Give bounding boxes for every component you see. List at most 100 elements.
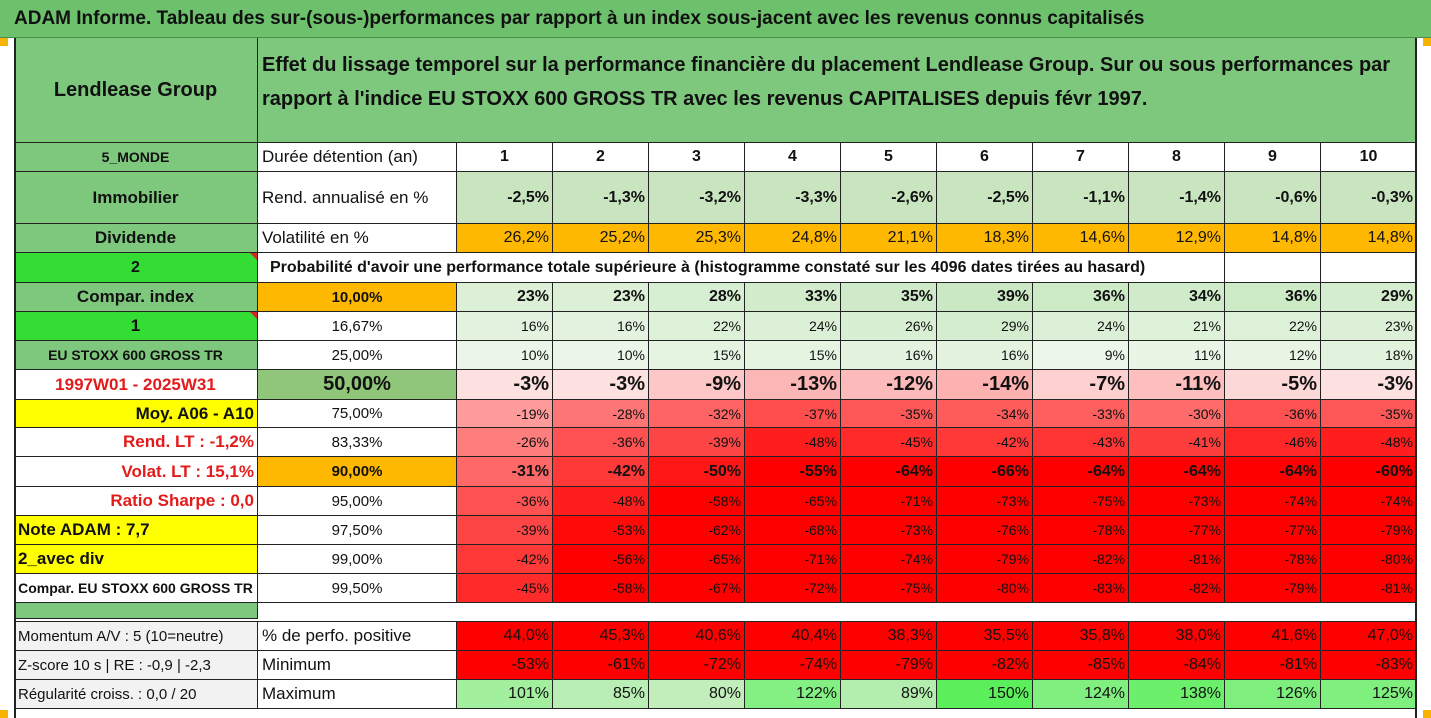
percentile-value: 26%	[841, 312, 937, 341]
side-label: Volat. LT : 15,1%	[14, 457, 258, 487]
stat-value: 89%	[841, 680, 937, 709]
percentile-value: 22%	[1225, 312, 1321, 341]
percentile-value: -77%	[1129, 516, 1225, 545]
stat-value: -82%	[937, 651, 1033, 680]
annual-return-value: -2,5%	[457, 172, 553, 224]
percentile-value: -58%	[649, 487, 745, 516]
percentile-value: 29%	[937, 312, 1033, 341]
year-header: 4	[745, 143, 841, 172]
empty-cell	[1321, 253, 1417, 283]
stat-value: 35,8%	[1033, 621, 1129, 651]
percentile-value: -26%	[457, 428, 553, 457]
percentile-value: 16%	[457, 312, 553, 341]
percentile-value: 39%	[937, 283, 1033, 312]
percentile-value: -65%	[649, 545, 745, 574]
stat-value: 122%	[745, 680, 841, 709]
volatility-label: Volatilité en %	[258, 224, 457, 253]
percentile-value: -34%	[937, 400, 1033, 428]
percentile-value: -80%	[1321, 545, 1417, 574]
percentile-value: -53%	[553, 516, 649, 545]
percentile-value: -74%	[841, 545, 937, 574]
percentile-value: -72%	[745, 574, 841, 603]
percentile-value: -48%	[745, 428, 841, 457]
stat-value: -83%	[1321, 651, 1417, 680]
percentile-value: -30%	[1129, 400, 1225, 428]
volatility-value: 12,9%	[1129, 224, 1225, 253]
percentile-value: -55%	[745, 457, 841, 487]
percentile-value: -35%	[1321, 400, 1417, 428]
percentile-value: -3%	[457, 370, 553, 400]
year-header: 1	[457, 143, 553, 172]
percentile-value: 16%	[841, 341, 937, 370]
percentile-value: 34%	[1129, 283, 1225, 312]
stat-value: 126%	[1225, 680, 1321, 709]
stat-value: 44,0%	[457, 621, 553, 651]
stat-value: -79%	[841, 651, 937, 680]
side-label: Compar. EU STOXX 600 GROSS TR	[14, 574, 258, 603]
stat-value: 138%	[1129, 680, 1225, 709]
percentile-value: -67%	[649, 574, 745, 603]
percentile-value: -45%	[457, 574, 553, 603]
percentile-value: -82%	[1033, 545, 1129, 574]
stat-side-label: Régularité croiss. : 0,0 / 20	[14, 680, 258, 709]
stat-value: 40,4%	[745, 621, 841, 651]
percentile-value: -64%	[1129, 457, 1225, 487]
stat-value: -81%	[1225, 651, 1321, 680]
stat-value: -53%	[457, 651, 553, 680]
percentile-label: 75,00%	[258, 400, 457, 428]
stat-value: 85%	[553, 680, 649, 709]
percentile-value: 21%	[1129, 312, 1225, 341]
selector-2[interactable]: 2	[14, 253, 258, 283]
percentile-value: -31%	[457, 457, 553, 487]
percentile-value: 18%	[1321, 341, 1417, 370]
empty-cell	[1225, 253, 1321, 283]
percentile-value: 33%	[745, 283, 841, 312]
percentile-value: 36%	[1033, 283, 1129, 312]
percentile-value: -64%	[841, 457, 937, 487]
stat-value: -74%	[745, 651, 841, 680]
stat-value: 125%	[1321, 680, 1417, 709]
percentile-value: -56%	[553, 545, 649, 574]
percentile-value: -71%	[745, 545, 841, 574]
percentile-value: -35%	[841, 400, 937, 428]
corner-marker	[0, 710, 8, 718]
report-title: ADAM Informe. Tableau des sur-(sous-)per…	[0, 0, 1431, 38]
stat-value: 101%	[457, 680, 553, 709]
percentile-value: 23%	[553, 283, 649, 312]
percentile-value: -79%	[1225, 574, 1321, 603]
region-label: 5_MONDE	[14, 143, 258, 172]
percentile-value: -81%	[1321, 574, 1417, 603]
percentile-value: -74%	[1321, 487, 1417, 516]
percentile-value: -64%	[1033, 457, 1129, 487]
percentile-value: -28%	[553, 400, 649, 428]
percentile-label: 99,50%	[258, 574, 457, 603]
percentile-value: 15%	[649, 341, 745, 370]
percentile-value: 23%	[457, 283, 553, 312]
percentile-value: -48%	[1321, 428, 1417, 457]
percentile-value: -79%	[937, 545, 1033, 574]
volatility-value: 14,8%	[1225, 224, 1321, 253]
stat-side-label: Z-score 10 s | RE : -0,9 | -2,3	[14, 651, 258, 680]
percentile-value: -33%	[1033, 400, 1129, 428]
percentile-value: 12%	[1225, 341, 1321, 370]
volatility-value: 25,3%	[649, 224, 745, 253]
stat-value: 47,0%	[1321, 621, 1417, 651]
percentile-value: -42%	[553, 457, 649, 487]
percentile-value: -79%	[1321, 516, 1417, 545]
probability-caption: Probabilité d'avoir une performance tota…	[258, 253, 1225, 283]
percentile-value: 23%	[1321, 312, 1417, 341]
annual-return-value: -1,3%	[553, 172, 649, 224]
percentile-value: -73%	[937, 487, 1033, 516]
side-label[interactable]: 1	[14, 312, 258, 341]
percentile-value: 16%	[553, 312, 649, 341]
side-label: Moy. A06 - A10	[14, 400, 258, 428]
percentile-value: -39%	[457, 516, 553, 545]
percentile-value: -37%	[745, 400, 841, 428]
percentile-value: 35%	[841, 283, 937, 312]
percentile-value: -76%	[937, 516, 1033, 545]
annual-return-value: -3,2%	[649, 172, 745, 224]
side-label: EU STOXX 600 GROSS TR	[14, 341, 258, 370]
percentile-value: -39%	[649, 428, 745, 457]
percentile-value: -32%	[649, 400, 745, 428]
side-label: Rend. LT : -1,2%	[14, 428, 258, 457]
